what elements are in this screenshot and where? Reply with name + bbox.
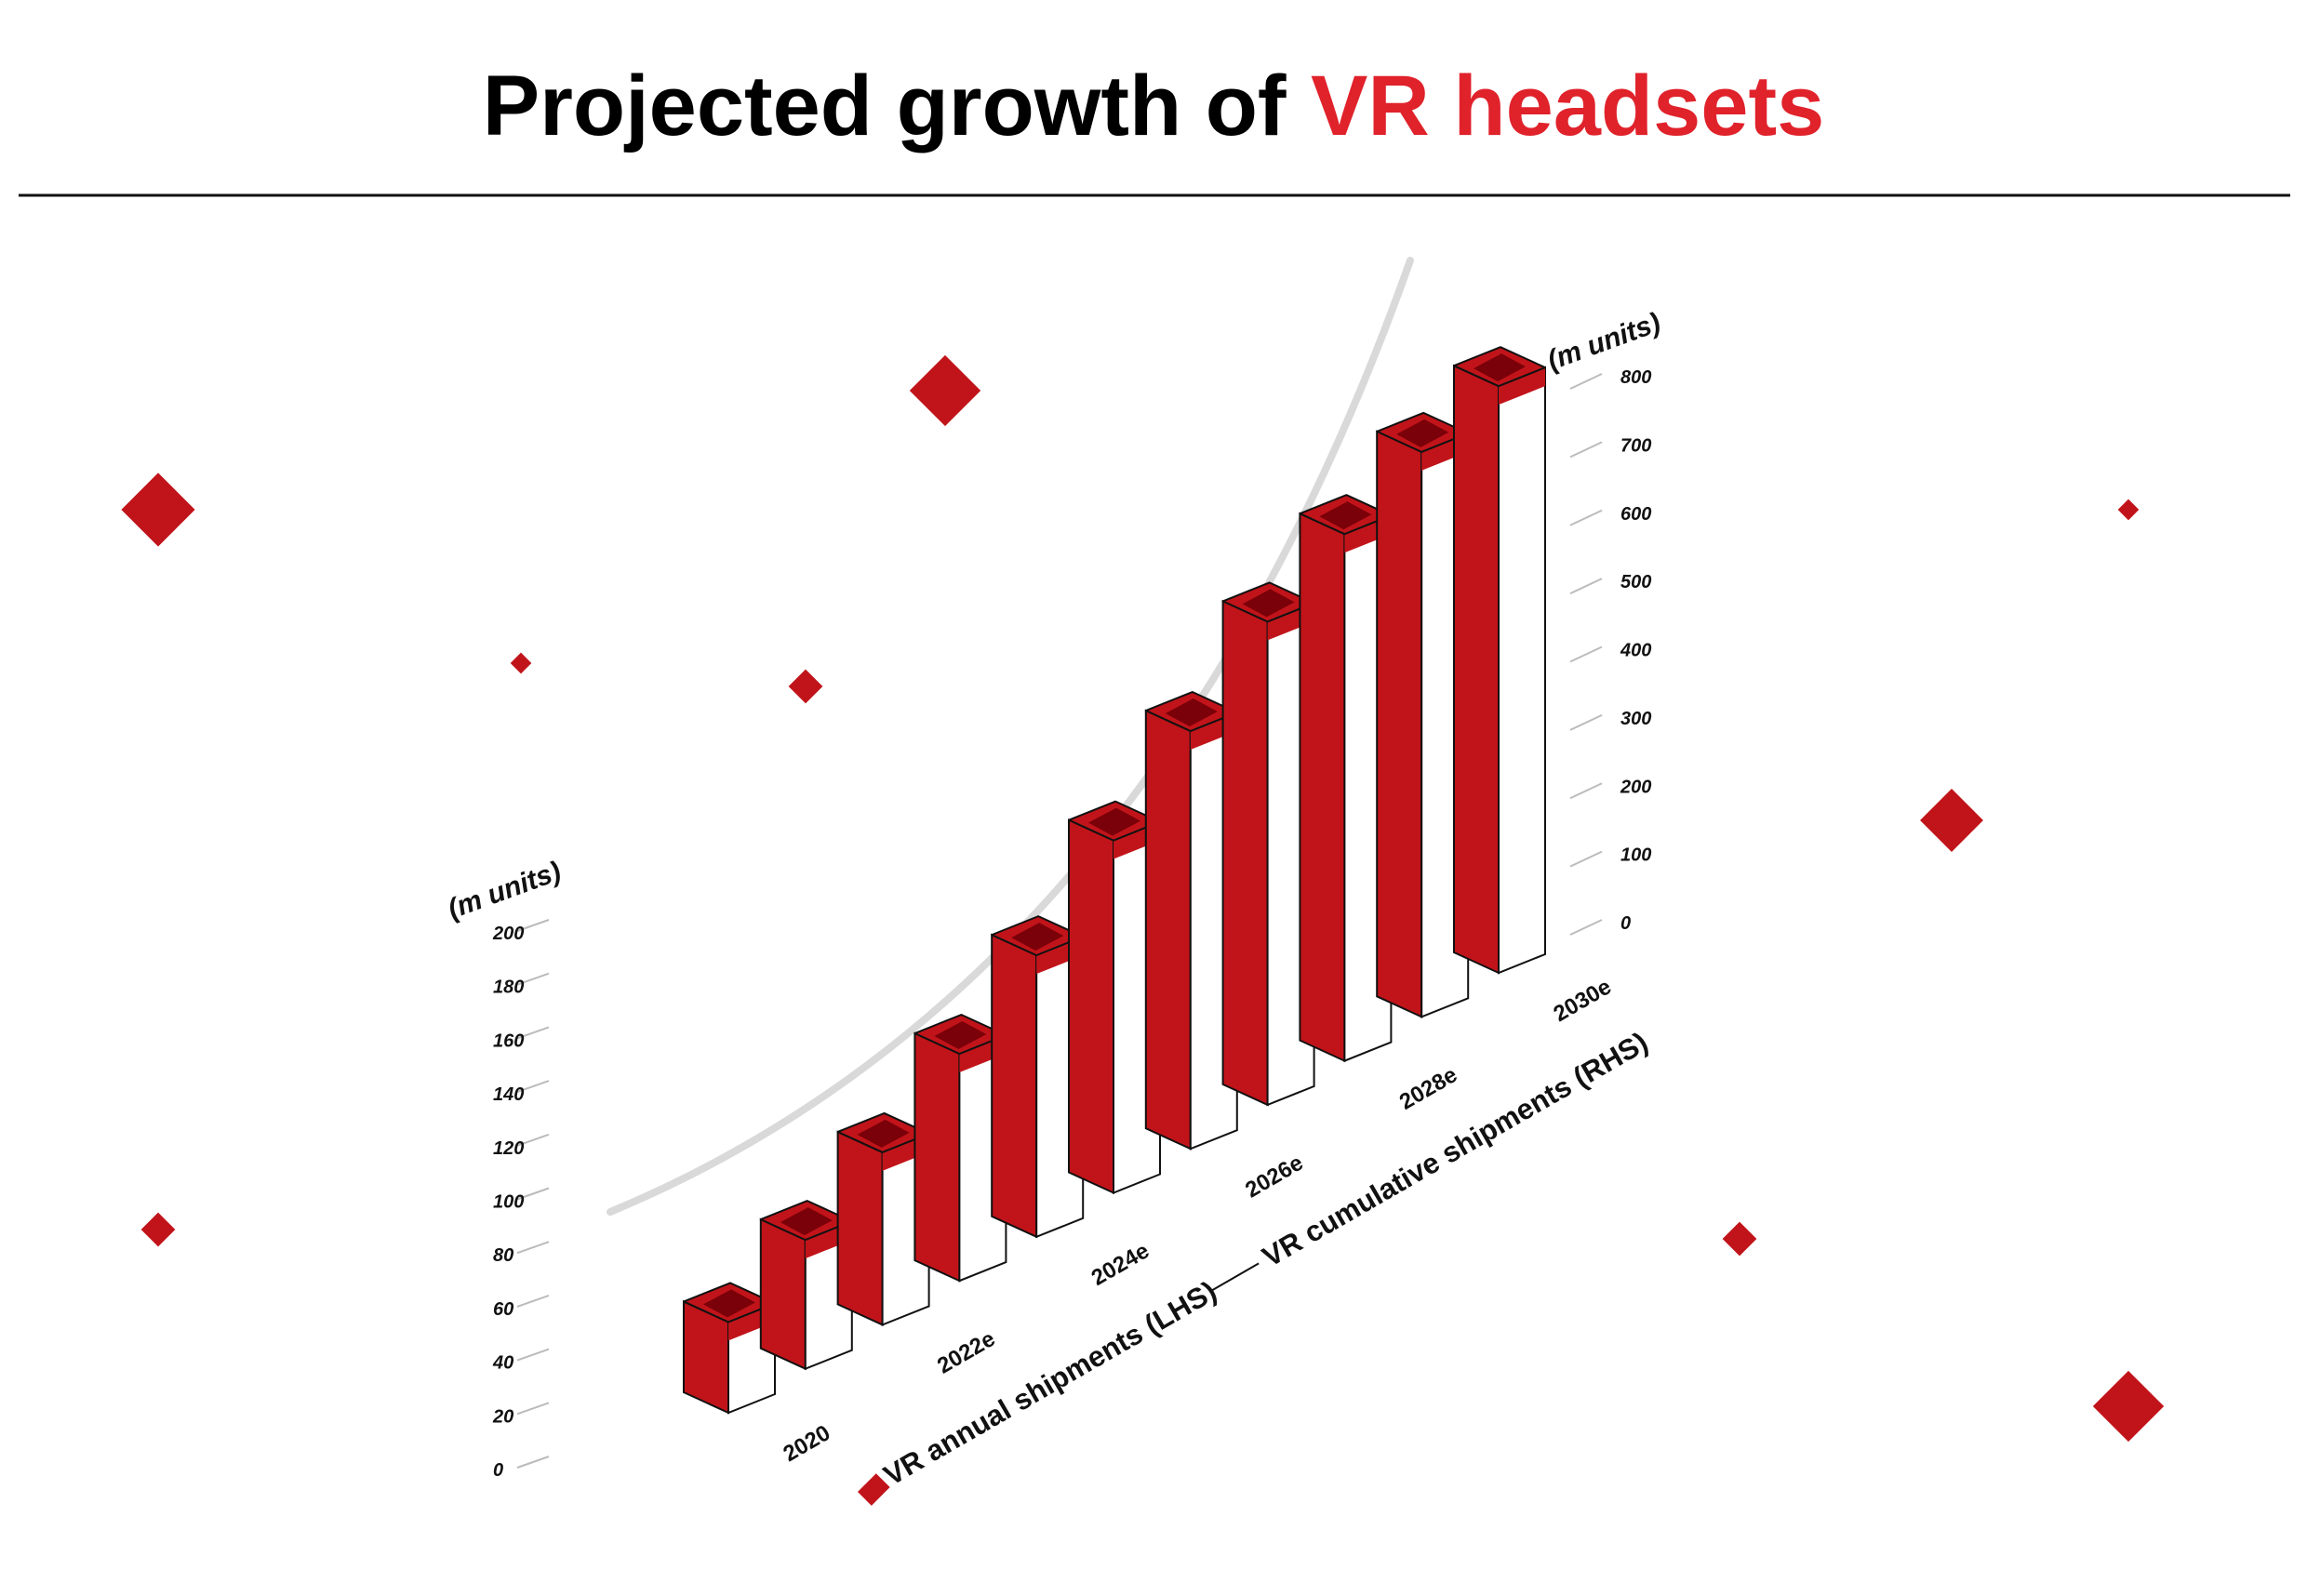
left-axis: (m units) 0 20 40 60 80 100 120 140 160 180 200 bbox=[444, 856, 565, 1481]
right-axis-unit-label: (m units) bbox=[1543, 307, 1664, 376]
x-tick-label-2024e: 2024e bbox=[1087, 1238, 1154, 1291]
x-tick-label-2020: 2020 bbox=[780, 1420, 835, 1467]
left-axis-unit-label: (m units) bbox=[444, 856, 565, 924]
left-axis-tick-label: 120 bbox=[493, 1138, 524, 1159]
right-axis-tick-label: 100 bbox=[1620, 845, 1651, 866]
diamond-decoration-9 bbox=[2092, 1370, 2165, 1443]
right-axis-tick-mark bbox=[1569, 645, 1603, 663]
right-axis-tick-label: 700 bbox=[1620, 435, 1651, 456]
right-axis-tick-mark bbox=[1569, 373, 1603, 390]
right-axis-tick-mark bbox=[1569, 441, 1603, 459]
legend-cumulative-label: VR cumulative shipments (RHS) bbox=[1257, 1026, 1653, 1273]
diamond-decoration-2 bbox=[909, 354, 981, 427]
left-axis-tick-label: 160 bbox=[493, 1031, 524, 1051]
bar-face-red bbox=[1299, 512, 1346, 1063]
right-axis: (m units) 0 100 200 300 400 500 600 700 800 bbox=[1543, 307, 1664, 936]
bar-top-inset bbox=[1088, 807, 1140, 836]
right-axis-tick-label: 800 bbox=[1620, 367, 1651, 388]
bar-top-inset bbox=[780, 1207, 833, 1236]
legend-cumulative-line bbox=[1209, 1262, 1260, 1293]
right-axis-tick-mark bbox=[1569, 850, 1603, 868]
left-axis-tick-label: 60 bbox=[493, 1299, 513, 1320]
x-tick-label-2030e: 2030e bbox=[1550, 974, 1616, 1027]
diamond-decoration-8 bbox=[1722, 1221, 1757, 1257]
bar-face-red bbox=[1453, 364, 1500, 975]
left-axis-tick-mark bbox=[516, 1402, 550, 1416]
bar-top-inset bbox=[934, 1021, 987, 1050]
title-part-2: VR headsets bbox=[1311, 59, 1824, 153]
legend-annual-label: VR annual shipments (LHS) bbox=[878, 1275, 1222, 1493]
left-axis-tick-label: 20 bbox=[492, 1406, 513, 1427]
left-axis-tick-label: 80 bbox=[493, 1245, 513, 1266]
left-axis-tick-mark bbox=[516, 972, 550, 986]
bar-face-red bbox=[991, 933, 1038, 1239]
left-axis-tick-label: 180 bbox=[493, 978, 524, 998]
diamond-decoration-7 bbox=[2117, 499, 2140, 521]
x-tick-label-2028e: 2028e bbox=[1395, 1062, 1461, 1115]
bar-top-inset bbox=[1474, 353, 1526, 382]
diamond-decoration-3 bbox=[510, 652, 532, 674]
left-axis-tick-label: 200 bbox=[492, 924, 524, 944]
bar-face-red bbox=[1144, 709, 1192, 1150]
bar-face-white bbox=[1498, 366, 1546, 975]
bar-2030e bbox=[1453, 346, 1546, 975]
bar-face-red bbox=[1221, 599, 1269, 1107]
left-axis-tick-mark bbox=[516, 919, 550, 932]
left-axis-tick-mark bbox=[516, 1133, 550, 1147]
left-axis-tick-mark bbox=[516, 1456, 550, 1469]
diamond-decoration-4 bbox=[788, 669, 823, 704]
right-axis-tick-label: 300 bbox=[1620, 709, 1651, 729]
diamond-decoration-5 bbox=[140, 1212, 176, 1247]
bar-face-red bbox=[913, 1031, 961, 1283]
right-axis-tick-label: 400 bbox=[1620, 641, 1651, 661]
bar-face-red bbox=[1376, 430, 1423, 1018]
left-axis-tick-mark bbox=[516, 1080, 550, 1094]
bar-face-red bbox=[836, 1130, 884, 1326]
bar-top-inset bbox=[1396, 419, 1449, 447]
left-axis-tick-label: 100 bbox=[493, 1192, 524, 1213]
left-axis-tick-mark bbox=[516, 1026, 550, 1040]
left-axis-tick-mark bbox=[516, 1348, 550, 1362]
left-axis-tick-label: 0 bbox=[493, 1460, 503, 1481]
right-axis-tick-mark bbox=[1569, 509, 1603, 526]
title-part-1: Projected growth of bbox=[483, 59, 1287, 153]
right-axis-tick-label: 500 bbox=[1620, 572, 1651, 592]
bar-top-inset bbox=[857, 1119, 910, 1148]
left-axis-tick-mark bbox=[516, 1187, 550, 1201]
bar-top-inset bbox=[703, 1289, 755, 1318]
right-axis-tick-label: 600 bbox=[1620, 504, 1651, 525]
bar-cap-band bbox=[1499, 367, 1545, 406]
right-axis-tick-label: 0 bbox=[1620, 913, 1631, 934]
chart-title: Projected growth of VR headsets bbox=[483, 59, 1825, 153]
left-axis-tick-mark bbox=[516, 1294, 550, 1308]
right-axis-tick-mark bbox=[1569, 578, 1603, 595]
bar-face-red bbox=[1068, 818, 1114, 1195]
right-axis-tick-mark bbox=[1569, 713, 1603, 731]
x-tick-label-2026e: 2026e bbox=[1241, 1150, 1307, 1204]
left-axis-tick-mark bbox=[516, 1241, 550, 1255]
right-axis-tick-mark bbox=[1569, 919, 1603, 936]
left-axis-tick-label: 40 bbox=[492, 1353, 513, 1374]
diamond-decoration-1 bbox=[121, 472, 195, 547]
right-axis-tick-label: 200 bbox=[1620, 777, 1651, 797]
x-tick-label-2022e: 2022e bbox=[933, 1326, 999, 1379]
left-axis-tick-label: 140 bbox=[493, 1084, 524, 1105]
legend-annual-swatch bbox=[858, 1473, 890, 1506]
bar-top-inset bbox=[1011, 923, 1064, 951]
bars-group bbox=[683, 346, 1546, 1415]
diamond-decoration-6 bbox=[1920, 789, 1983, 852]
bar-face-red bbox=[759, 1217, 807, 1371]
decorative-diamonds bbox=[121, 354, 2165, 1443]
bar-top-inset bbox=[1165, 698, 1218, 727]
bar-2021e bbox=[759, 1200, 853, 1371]
right-axis-tick-mark bbox=[1569, 782, 1603, 800]
bar-top-inset bbox=[1319, 501, 1372, 530]
bar-top-inset bbox=[1242, 589, 1295, 618]
